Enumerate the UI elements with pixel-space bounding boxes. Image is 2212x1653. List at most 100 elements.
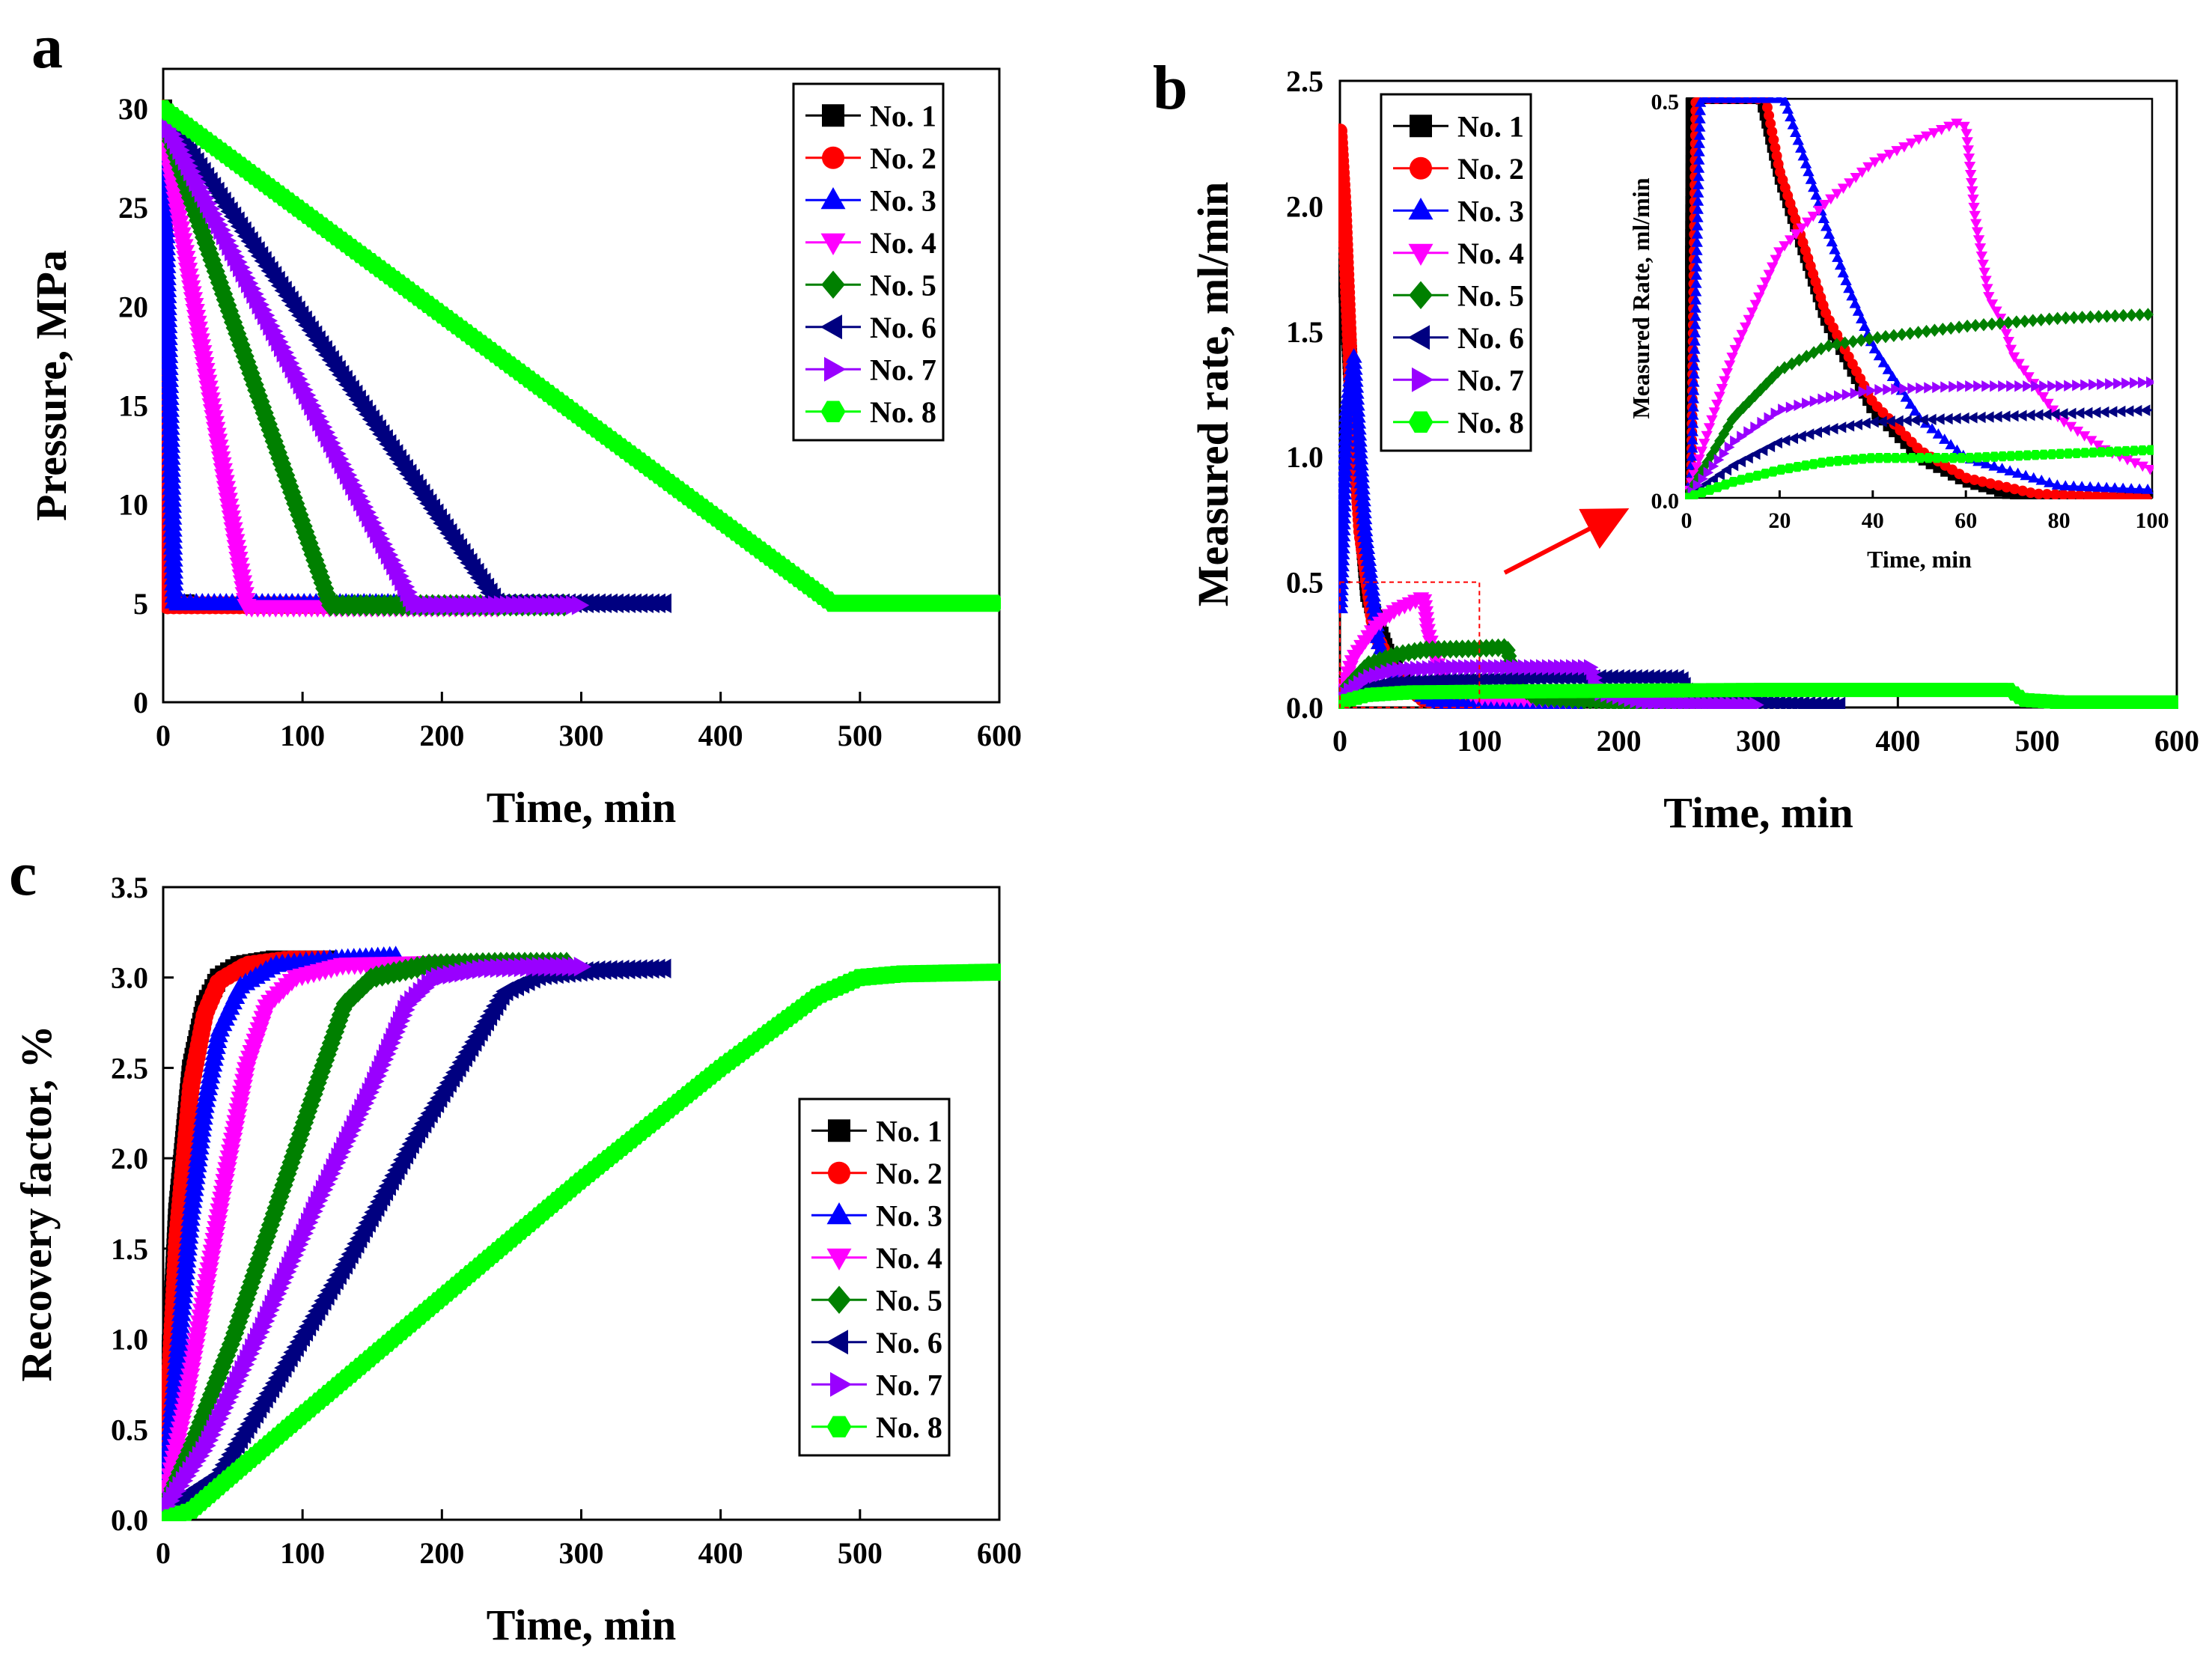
panel-c-x-tick-label: 100 <box>280 1536 325 1570</box>
legend-label: No. 5 <box>876 1283 942 1317</box>
panel-a-y-tick-label: 0 <box>133 686 148 719</box>
panel-c-series-no-7 <box>162 957 592 1517</box>
panel-c-legend-entry-no-1: No. 1 <box>811 1114 942 1148</box>
panel-c-y-tick-label: 2.0 <box>111 1142 148 1175</box>
panel-a-series-group <box>162 99 1001 618</box>
panel-b-x-tick-label: 0 <box>1332 724 1347 758</box>
panel-c-legend-entry-no-8: No. 8 <box>811 1410 942 1444</box>
panel-b-y-tick-label: 2.5 <box>1286 64 1323 98</box>
panel-b-legend-box <box>1380 93 1532 452</box>
panel-a-legend: No. 1 No. 2 No. 3 No. 4 No. 5 No. 6 No. 7 No. 8 <box>792 82 945 442</box>
panel-a-legend-entry-no-3: No. 3 <box>805 183 936 217</box>
legend-marker <box>827 1285 851 1314</box>
panel-c-y-tick-label: 1.0 <box>111 1323 148 1357</box>
legend-marker <box>826 1416 852 1438</box>
panel-b-x-tick-label: 300 <box>1736 724 1781 758</box>
panel-b-inset-series-no-6 <box>1685 404 2153 499</box>
panel-a-x-tick-label: 300 <box>559 719 604 752</box>
panel-a-legend-entry-no-7: No. 7 <box>805 353 936 386</box>
legend-label: No. 8 <box>1457 406 1524 439</box>
panel-a-series-no-8 <box>162 100 1001 612</box>
panel-a-x-tick-label: 200 <box>419 719 464 752</box>
panel-c-y-tick-label: 2.5 <box>111 1051 148 1085</box>
panel-c-y-tick-label: 1.5 <box>111 1232 148 1266</box>
panel-b-legend-entry-no-6: No. 6 <box>1393 321 1524 355</box>
panel-b-x-tick-label: 200 <box>1597 724 1642 758</box>
legend-marker <box>826 1330 848 1355</box>
panel-c-legend-entry-no-7: No. 7 <box>811 1368 942 1401</box>
legend-label: No. 2 <box>870 141 936 175</box>
panel-b-inset-x-tick-label: 60 <box>1954 508 1977 533</box>
legend-marker <box>1408 198 1433 220</box>
legend-marker <box>830 1372 853 1397</box>
panel-b-inset-series-no-4 <box>1685 118 2154 499</box>
panel-c-x-tick-label: 300 <box>559 1536 604 1570</box>
legend-label: No. 7 <box>1457 363 1524 397</box>
panel-b-inset-x-tick-label: 0 <box>1681 508 1692 533</box>
panel-c-y-tick-label: 0.0 <box>111 1503 148 1537</box>
panel-b-series-no-7 <box>1338 659 1764 709</box>
panel-b-y-tick-label: 1.5 <box>1286 315 1323 349</box>
legend-label: No. 2 <box>876 1157 942 1190</box>
panel-b-x-axis-label: Time, min <box>1663 788 1853 837</box>
panel-a-y-tick-label: 5 <box>133 587 148 621</box>
panel-a-x-tick-label: 600 <box>977 719 1022 752</box>
panel-c-legend-box <box>798 1098 951 1457</box>
legend-label: No. 4 <box>876 1241 942 1275</box>
panel-b-zoom-box <box>1339 581 1481 708</box>
panel-b-inset-y-axis-label: Measured Rate, ml/min <box>1627 177 1654 418</box>
panel-c-legend-entry-no-5: No. 5 <box>811 1283 942 1317</box>
legend-marker <box>1412 367 1434 392</box>
panel-b-series-group <box>1338 123 2178 709</box>
panel-b-x-tick-label: 600 <box>2154 724 2199 758</box>
legend-label: No. 5 <box>870 268 936 302</box>
panel-c-legend-entry-no-4: No. 4 <box>811 1241 942 1275</box>
panel-b-legend-entry-no-1: No. 1 <box>1393 109 1524 143</box>
legend-label: No. 6 <box>870 311 936 344</box>
legend-marker <box>1407 325 1430 350</box>
panel-a-y-tick-label: 10 <box>118 488 148 522</box>
legend-label: No. 1 <box>1457 109 1524 143</box>
panel-c-x-axis-label: Time, min <box>487 1601 677 1649</box>
panel-b-inset-series-no-7-markers <box>1685 376 2154 499</box>
legend-marker <box>824 356 847 382</box>
panel-b-y-tick-label: 0.0 <box>1286 691 1323 725</box>
legend-marker <box>1408 243 1433 266</box>
panel-a-series-no-7 <box>162 112 590 615</box>
panel-b-series-no-7-markers <box>1338 659 1764 709</box>
panel-a-y-tick-label: 20 <box>118 290 148 323</box>
panel-b-inset-series-no-8-markers <box>1685 445 2154 499</box>
panel-a-x-tick-label: 400 <box>698 719 743 752</box>
legend-marker <box>1408 411 1433 433</box>
legend-label: No. 8 <box>876 1410 942 1444</box>
panel-c-x-tick-label: 0 <box>156 1536 171 1570</box>
panel-b-y-tick-label: 0.5 <box>1286 566 1323 600</box>
panel-b-series-no-8 <box>1338 683 2178 709</box>
panel-a-legend-entry-no-1: No. 1 <box>805 99 936 133</box>
panel-c-series-no-8 <box>162 964 1001 1521</box>
panel-b-inset-series-no-5-markers <box>1685 308 2154 499</box>
legend-label: No. 3 <box>1457 194 1524 228</box>
legend-label: No. 3 <box>876 1199 942 1232</box>
panel-b-legend-entry-no-7: No. 7 <box>1393 363 1524 397</box>
legend-marker <box>826 1248 852 1270</box>
legend-marker <box>820 233 846 255</box>
legend-marker <box>828 1161 850 1184</box>
panel-c-y-tick-label: 3.5 <box>111 871 148 904</box>
panel-b-letter: b <box>1153 53 1188 123</box>
panel-b-inset-x-axis-label: Time, min <box>1867 546 1972 573</box>
legend-label: No. 7 <box>876 1368 942 1401</box>
panel-b-legend-entry-no-2: No. 2 <box>1393 152 1524 186</box>
legend-marker <box>820 314 842 340</box>
panel-b-inset-series-no-7 <box>1685 376 2154 499</box>
panel-b-inset-x-tick-label: 80 <box>2048 508 2071 533</box>
panel-c-series-no-3 <box>162 946 406 1518</box>
legend-label: No. 5 <box>1457 278 1524 312</box>
panel-c-series-no-8-markers <box>162 964 1001 1521</box>
panel-b-inset-series-no-6-markers <box>1685 404 2151 499</box>
legend-label: No. 3 <box>870 183 936 217</box>
panel-b-series-no-5 <box>1338 638 1748 709</box>
panel-b-y-tick-label: 1.0 <box>1286 440 1323 474</box>
panel-a-legend-entry-no-2: No. 2 <box>805 141 936 175</box>
